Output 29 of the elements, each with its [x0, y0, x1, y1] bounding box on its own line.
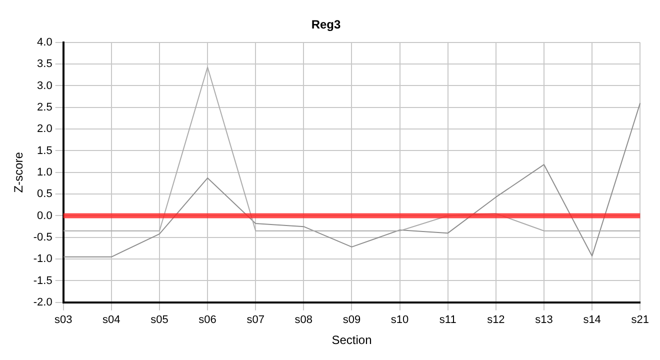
x-tick-label: s14 [583, 314, 601, 326]
x-tick-label: s03 [54, 314, 72, 326]
y-tick-label: 1.5 [37, 144, 52, 157]
x-tick-label: s21 [631, 314, 650, 326]
y-tick-label: 2.0 [37, 123, 52, 136]
y-tick-label: 3.5 [37, 58, 52, 70]
x-tick-label: s13 [535, 314, 553, 326]
chart-title: Reg3 [311, 18, 341, 32]
y-tick-label: 3.0 [37, 80, 52, 92]
y-tick-label: -1.0 [33, 253, 52, 266]
x-tick-label: s04 [102, 314, 120, 326]
x-tick-label: s10 [390, 314, 409, 326]
y-tick-label: 0.5 [37, 188, 52, 200]
x-tick-label: s07 [246, 314, 264, 326]
y-tick-label: -1.5 [33, 274, 52, 287]
x-tick-label: s05 [150, 314, 168, 326]
x-tick-label: s12 [487, 314, 505, 326]
y-tick-label: 0.0 [37, 210, 52, 222]
y-tick-label: -0.5 [33, 231, 52, 244]
y-tick-label: -2.0 [33, 296, 52, 308]
x-axis-title: Section [332, 333, 372, 348]
x-tick-label: s09 [342, 314, 361, 326]
y-axis-title: Z-score [12, 152, 26, 193]
x-tick-label: s08 [294, 314, 313, 326]
y-tick-label: 1.0 [37, 166, 52, 178]
y-tick-label: 2.5 [37, 101, 52, 114]
x-tick-label: s06 [198, 314, 216, 326]
y-tick-label: 4.0 [37, 36, 52, 48]
x-tick-label: s11 [439, 314, 456, 326]
